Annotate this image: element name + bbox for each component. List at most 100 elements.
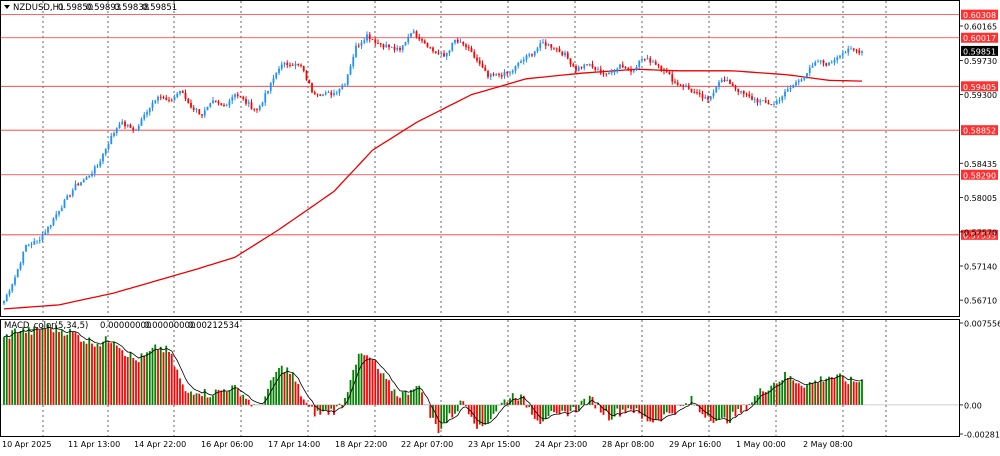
- candle-body: [528, 54, 531, 56]
- candle-body: [558, 48, 561, 52]
- candle-body: [360, 42, 363, 46]
- candle-body: [830, 62, 833, 64]
- candle-body: [602, 73, 605, 75]
- candle-body: [198, 109, 201, 115]
- candle-body: [525, 55, 528, 60]
- levels-layer: [0, 14, 960, 236]
- candle-body: [476, 57, 478, 61]
- candle-body: [423, 40, 426, 43]
- candle-body: [206, 106, 209, 111]
- candle-body: [652, 61, 654, 63]
- candles-layer: [3, 29, 863, 306]
- candle-body: [819, 60, 822, 62]
- candle-body: [547, 44, 550, 46]
- time-tick-2: 14 Apr 22:00: [134, 440, 186, 449]
- candle-body: [231, 97, 234, 101]
- candle-body: [187, 98, 190, 103]
- level-tag-5: [961, 229, 998, 240]
- candle-body: [305, 71, 308, 81]
- candle-body: [767, 102, 770, 105]
- candle-body: [275, 72, 278, 79]
- candle-body: [555, 48, 558, 50]
- candle-body: [533, 51, 536, 56]
- candle-body: [580, 67, 583, 69]
- candle-body: [41, 234, 44, 241]
- candle-body: [69, 195, 71, 197]
- candle-body: [27, 244, 30, 246]
- candle-body: [544, 42, 547, 46]
- candle-body: [49, 224, 52, 228]
- price-tick-7: 0.56710: [964, 297, 997, 306]
- candle-body: [404, 42, 407, 46]
- candle-body: [564, 52, 566, 56]
- level-label-3: 0.58852: [963, 127, 996, 136]
- candle-body: [217, 101, 220, 104]
- candle-body: [190, 102, 192, 108]
- candle-body: [577, 67, 580, 71]
- candle-body: [536, 48, 539, 52]
- axis-layer: 0.60308 0.60017 0.59405 0.58852 0.58290 0.575…: [2, 9, 1000, 449]
- candle-body: [850, 48, 852, 50]
- candle-body: [60, 207, 63, 212]
- candle-body: [742, 91, 745, 94]
- time-tick-1: 11 Apr 13:00: [68, 440, 120, 449]
- candle-body: [302, 66, 305, 72]
- candle-body: [143, 114, 146, 120]
- symbol-dropdown-icon[interactable]: [4, 5, 10, 9]
- candle-body: [212, 100, 214, 104]
- candle-body: [676, 82, 679, 85]
- candle-body: [775, 101, 778, 104]
- candle-body: [539, 43, 542, 49]
- candle-body: [324, 92, 327, 95]
- indicator-name: MACD_color(5,34,5): [4, 321, 88, 331]
- candle-body: [553, 47, 555, 49]
- candle-body: [52, 218, 55, 225]
- candle-body: [509, 72, 511, 74]
- candle-body: [795, 82, 797, 86]
- candle-body: [687, 85, 690, 89]
- candle-body: [258, 105, 261, 111]
- candle-body: [124, 121, 126, 127]
- candle-body: [333, 93, 335, 96]
- candle-body: [429, 47, 432, 49]
- candle-body: [346, 74, 349, 85]
- candle-body: [462, 41, 465, 45]
- candle-body: [709, 96, 712, 100]
- candle-body: [448, 50, 451, 53]
- candle-body: [201, 114, 203, 116]
- candle-body: [412, 31, 415, 34]
- candle-body: [506, 71, 509, 74]
- level-tag-2: [961, 81, 998, 92]
- candle-body: [586, 64, 588, 66]
- candle-body: [492, 74, 495, 76]
- candle-body: [481, 63, 484, 68]
- candle-body: [511, 70, 514, 73]
- price-tick-4: 0.58005: [964, 194, 997, 203]
- candle-body: [630, 69, 632, 72]
- candle-body: [36, 240, 38, 242]
- candle-body: [115, 128, 118, 134]
- candle-body: [467, 47, 470, 49]
- candle-body: [792, 85, 795, 88]
- candle-body: [572, 64, 575, 67]
- candle-body: [272, 78, 275, 83]
- candle-body: [85, 177, 88, 180]
- level-label-1: 0.60017: [963, 34, 996, 43]
- candle-body: [696, 92, 698, 93]
- price-tick-0: 0.60165: [964, 22, 997, 31]
- candle-body: [434, 51, 437, 53]
- candle-body: [674, 81, 676, 83]
- symbol-name: NZDUSD,H1: [13, 3, 64, 13]
- candle-body: [627, 68, 630, 70]
- candle-body: [707, 97, 709, 100]
- candle-body: [74, 183, 77, 191]
- candle-body: [338, 88, 341, 93]
- candle-body: [825, 63, 828, 66]
- candle-body: [720, 79, 723, 83]
- candle-body: [91, 173, 93, 177]
- candle-body: [855, 49, 858, 51]
- price-tick-3: 0.58435: [964, 160, 997, 169]
- candle-body: [209, 103, 212, 107]
- candle-body: [762, 100, 764, 102]
- candle-body: [234, 94, 236, 98]
